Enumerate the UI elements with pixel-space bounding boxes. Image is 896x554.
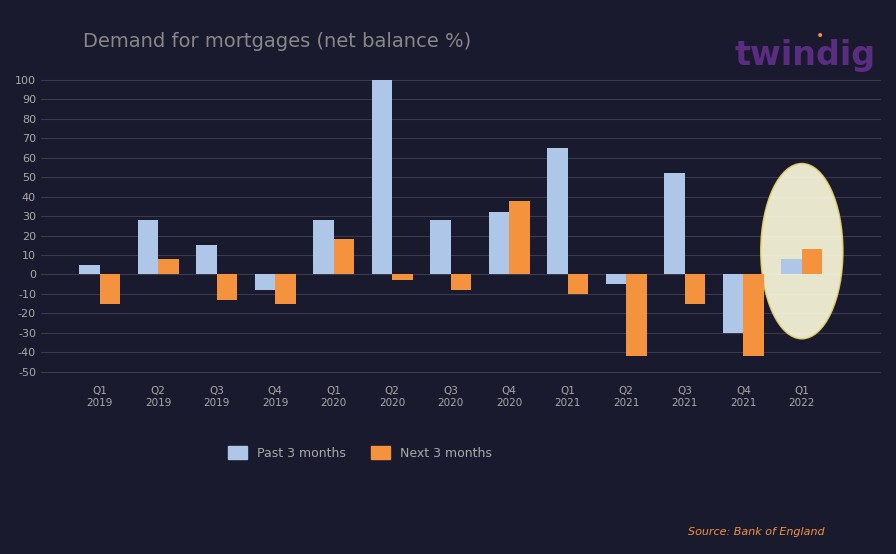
Legend: Past 3 months, Next 3 months: Past 3 months, Next 3 months — [223, 442, 496, 465]
Text: •: • — [815, 29, 824, 43]
Bar — [744, 274, 763, 356]
Text: twindig: twindig — [735, 39, 876, 72]
Bar — [606, 274, 626, 284]
Bar — [547, 148, 568, 274]
Bar — [79, 265, 99, 274]
Bar — [275, 274, 296, 304]
Bar — [217, 274, 237, 300]
Text: Source: Bank of England: Source: Bank of England — [688, 527, 824, 537]
Bar — [333, 239, 354, 274]
Bar — [158, 259, 178, 274]
Text: Demand for mortgages (net balance %): Demand for mortgages (net balance %) — [82, 32, 471, 50]
Bar — [488, 212, 509, 274]
Bar — [568, 274, 589, 294]
Bar — [723, 274, 744, 333]
Bar — [781, 259, 802, 274]
Bar — [685, 274, 705, 304]
Bar — [372, 80, 392, 274]
Bar — [138, 220, 158, 274]
Bar — [802, 249, 823, 274]
Bar — [664, 173, 685, 274]
Bar — [430, 220, 451, 274]
Bar — [314, 220, 333, 274]
Bar — [196, 245, 217, 274]
Bar — [254, 274, 275, 290]
Ellipse shape — [761, 163, 843, 338]
Bar — [392, 274, 413, 280]
Bar — [626, 274, 647, 356]
Bar — [509, 201, 530, 274]
Bar — [99, 274, 120, 304]
Bar — [451, 274, 471, 290]
